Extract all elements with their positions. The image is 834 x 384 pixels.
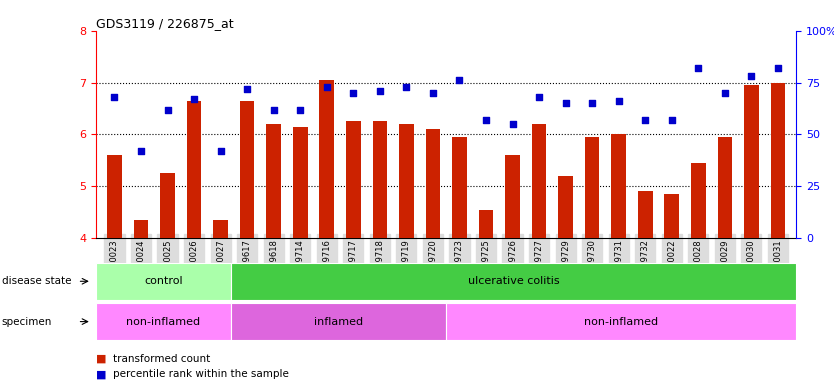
Point	[532, 94, 545, 100]
Bar	[665, 194, 679, 238]
Point	[134, 148, 148, 154]
Point	[426, 90, 440, 96]
Bar	[638, 191, 652, 238]
Bar	[231, 303, 446, 340]
Bar	[446, 303, 796, 340]
Point	[559, 100, 572, 106]
Point	[480, 117, 493, 123]
Bar	[744, 85, 759, 238]
Text: non-inflamed: non-inflamed	[126, 316, 200, 327]
Point	[294, 106, 307, 113]
Text: ulcerative colitis: ulcerative colitis	[468, 276, 560, 286]
Point	[585, 100, 599, 106]
Point	[108, 94, 121, 100]
Point	[399, 84, 413, 90]
Point	[320, 84, 334, 90]
Point	[214, 148, 228, 154]
Bar	[691, 163, 706, 238]
Bar	[585, 137, 600, 238]
Bar	[558, 176, 573, 238]
Text: disease state: disease state	[2, 276, 71, 286]
Point	[373, 88, 386, 94]
Text: ■: ■	[96, 354, 107, 364]
Bar	[133, 220, 148, 238]
Point	[161, 106, 174, 113]
Bar	[231, 263, 796, 300]
Bar	[611, 134, 626, 238]
Text: GDS3119 / 226875_at: GDS3119 / 226875_at	[96, 17, 234, 30]
Point	[267, 106, 280, 113]
Point	[665, 117, 678, 123]
Point	[691, 65, 705, 71]
Bar	[187, 101, 201, 238]
Point	[639, 117, 652, 123]
Point	[506, 121, 520, 127]
Text: transformed count: transformed count	[113, 354, 210, 364]
Bar	[108, 155, 122, 238]
Text: inflamed: inflamed	[314, 316, 363, 327]
Bar	[771, 83, 785, 238]
Bar	[505, 155, 520, 238]
Point	[771, 65, 785, 71]
Bar	[346, 121, 360, 238]
Bar	[399, 124, 414, 238]
Point	[718, 90, 731, 96]
Point	[612, 98, 626, 104]
Text: non-inflamed: non-inflamed	[585, 316, 658, 327]
Bar	[96, 263, 231, 300]
Text: ■: ■	[96, 369, 107, 379]
Point	[453, 78, 466, 84]
Text: control: control	[144, 276, 183, 286]
Bar	[319, 80, 334, 238]
Text: specimen: specimen	[2, 316, 52, 327]
Bar	[214, 220, 228, 238]
Point	[240, 86, 254, 92]
Bar	[717, 137, 732, 238]
Bar	[240, 101, 254, 238]
Text: percentile rank within the sample: percentile rank within the sample	[113, 369, 289, 379]
Bar	[266, 124, 281, 238]
Bar	[293, 127, 308, 238]
Bar	[532, 124, 546, 238]
Point	[347, 90, 360, 96]
Bar	[373, 121, 387, 238]
Point	[745, 73, 758, 79]
Bar	[96, 303, 231, 340]
Bar	[452, 137, 467, 238]
Bar	[479, 210, 493, 238]
Bar	[160, 173, 175, 238]
Bar	[425, 129, 440, 238]
Point	[188, 96, 201, 102]
